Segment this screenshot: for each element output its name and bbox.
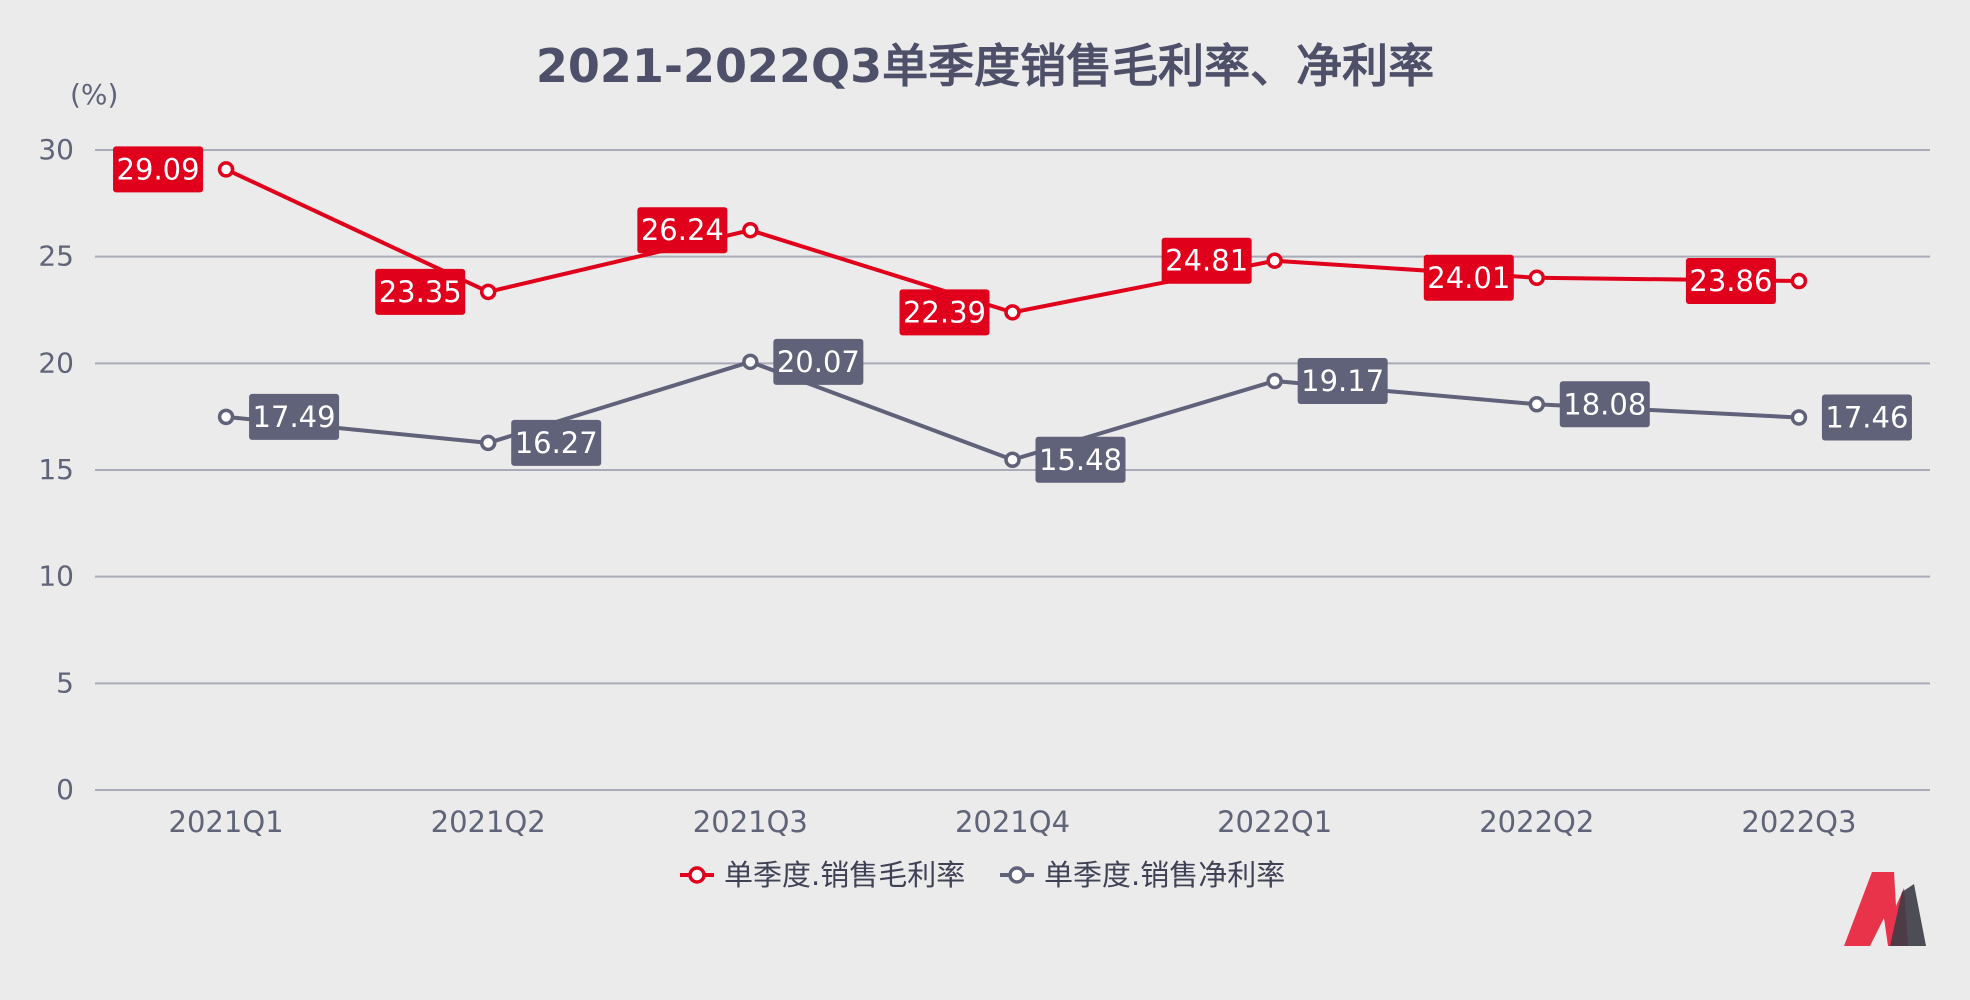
data-label-box bbox=[113, 146, 204, 193]
legend: 单季度.销售毛利率 单季度.销售净利率 bbox=[680, 858, 1285, 892]
data-label: 17.49 bbox=[253, 400, 336, 434]
data-label: 29.09 bbox=[117, 152, 200, 186]
brand-logo-icon bbox=[1844, 872, 1926, 946]
data-label-box bbox=[899, 289, 990, 336]
data-label-box bbox=[1297, 358, 1388, 405]
legend-marker bbox=[688, 866, 706, 884]
y-axis-unit: (%) bbox=[70, 78, 118, 111]
data-label: 16.27 bbox=[515, 426, 598, 460]
data-point bbox=[479, 283, 497, 301]
data-label: 24.81 bbox=[1165, 244, 1248, 278]
data-point bbox=[742, 221, 759, 239]
series-lines bbox=[217, 161, 1808, 469]
data-label: 22.39 bbox=[903, 295, 986, 329]
data-point bbox=[1528, 396, 1546, 413]
data-label: 26.24 bbox=[641, 213, 724, 247]
data-point bbox=[1266, 252, 1283, 269]
data-point bbox=[1004, 304, 1021, 321]
data-label: 24.01 bbox=[1427, 261, 1510, 295]
data-point bbox=[742, 353, 759, 371]
x-tick-label: 2022Q2 bbox=[1479, 805, 1594, 839]
y-tick-label: 10 bbox=[38, 560, 74, 593]
x-axis-ticks: 2021Q1 2021Q2 2021Q3 2021Q4 2022Q1 2022Q2 2022… bbox=[169, 805, 1857, 839]
data-label-box bbox=[1161, 237, 1252, 284]
data-label-box bbox=[1685, 257, 1776, 304]
data-label: 20.07 bbox=[777, 345, 860, 379]
x-tick-label: 2021Q1 bbox=[169, 805, 284, 839]
x-tick-label: 2021Q2 bbox=[431, 805, 546, 839]
y-axis-ticks: 0 5 10 15 20 25 30 bbox=[38, 133, 74, 806]
y-tick-label: 5 bbox=[56, 666, 74, 699]
data-label: 17.46 bbox=[1825, 401, 1908, 435]
x-tick-label: 2022Q1 bbox=[1217, 805, 1332, 839]
x-tick-label: 2021Q3 bbox=[693, 805, 808, 839]
data-point bbox=[1266, 372, 1283, 390]
data-point bbox=[479, 434, 497, 452]
y-tick-label: 15 bbox=[38, 453, 74, 486]
legend-marker bbox=[1008, 866, 1026, 884]
data-label-box bbox=[1035, 436, 1126, 483]
data-label-box bbox=[249, 393, 340, 440]
chart-title: 2021-2022Q3单季度销售毛利率、净利率 bbox=[536, 39, 1434, 93]
data-label-box bbox=[511, 419, 602, 466]
data-label-box bbox=[375, 268, 466, 315]
data-point bbox=[1004, 451, 1021, 469]
data-label: 23.86 bbox=[1689, 264, 1772, 298]
data-label-box bbox=[773, 338, 864, 385]
data-label-box bbox=[1423, 254, 1514, 301]
data-label: 23.35 bbox=[379, 275, 462, 309]
data-point bbox=[1790, 272, 1808, 290]
data-point bbox=[217, 408, 235, 426]
y-tick-label: 25 bbox=[38, 240, 74, 273]
x-tick-label: 2021Q4 bbox=[955, 805, 1070, 839]
y-tick-label: 20 bbox=[38, 346, 74, 379]
y-tick-label: 0 bbox=[56, 773, 74, 806]
data-label: 19.17 bbox=[1301, 364, 1384, 398]
legend-label: 单季度.销售净利率 bbox=[1044, 858, 1285, 892]
legend-label: 单季度.销售毛利率 bbox=[724, 858, 965, 892]
data-point bbox=[1790, 409, 1808, 426]
data-labels: 29.09 23.35 26.24 22.39 24.81 24.01 23.86 17.49… bbox=[113, 146, 1912, 483]
data-label-box bbox=[1821, 394, 1912, 441]
data-point bbox=[217, 161, 235, 178]
data-label: 18.08 bbox=[1563, 387, 1646, 421]
data-label-box bbox=[637, 207, 728, 254]
x-tick-label: 2022Q3 bbox=[1741, 805, 1856, 839]
data-point bbox=[1528, 269, 1546, 287]
grid-lines bbox=[95, 149, 1930, 791]
y-tick-label: 30 bbox=[38, 133, 74, 166]
data-label-box bbox=[1559, 381, 1650, 428]
data-label: 15.48 bbox=[1039, 443, 1122, 477]
